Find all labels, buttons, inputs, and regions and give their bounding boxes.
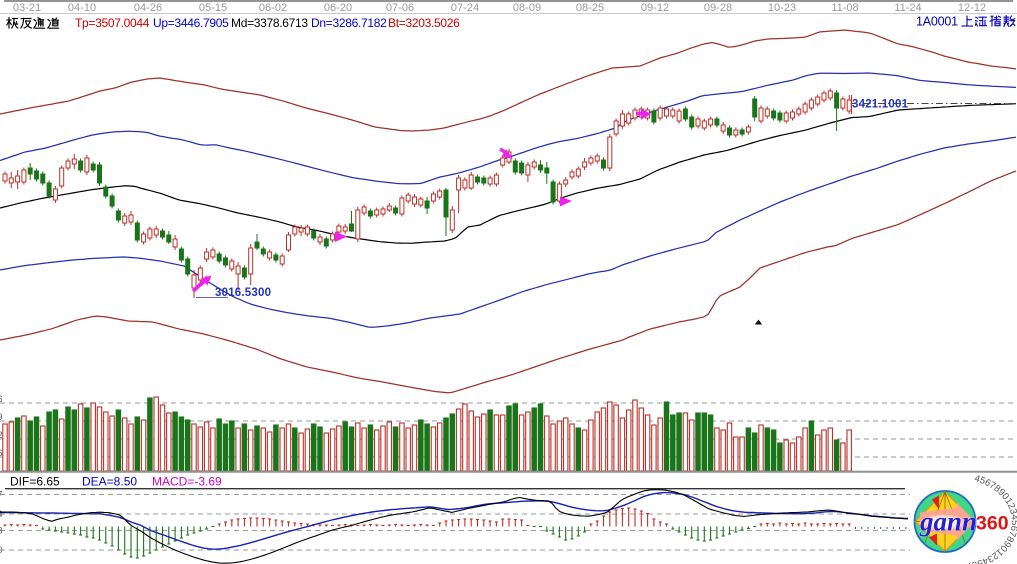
svg-text:07-06: 07-06 <box>386 2 414 14</box>
svg-text:08-09: 08-09 <box>513 2 541 14</box>
svg-text:04-10: 04-10 <box>68 2 96 14</box>
svg-text:1A0001: 1A0001 <box>916 15 958 29</box>
svg-text:Bt=3203.5026: Bt=3203.5026 <box>388 16 460 30</box>
svg-text:6: 6 <box>0 394 3 404</box>
svg-text:07-24: 07-24 <box>451 2 479 14</box>
svg-text:Tp=3507.0044: Tp=3507.0044 <box>75 16 150 30</box>
svg-text:12-12: 12-12 <box>958 2 986 14</box>
svg-text:2: 2 <box>0 430 3 440</box>
svg-text:11-08: 11-08 <box>831 2 858 14</box>
svg-text:MACD=-3.69: MACD=-3.69 <box>152 475 222 489</box>
svg-text:4: 4 <box>0 509 3 519</box>
svg-text:360: 360 <box>976 513 1009 535</box>
svg-text:3421.1001: 3421.1001 <box>852 99 909 111</box>
svg-text:04-26: 04-26 <box>134 2 162 14</box>
svg-text:DEA=8.50: DEA=8.50 <box>82 475 137 489</box>
svg-text:gann: gann <box>919 507 977 537</box>
svg-text:DIF=6.65: DIF=6.65 <box>10 475 60 489</box>
svg-text:Md=3378.6713: Md=3378.6713 <box>231 16 308 30</box>
svg-text:03-21: 03-21 <box>13 2 41 14</box>
svg-text:09-12: 09-12 <box>641 2 669 14</box>
svg-text:Dn=3286.7182: Dn=3286.7182 <box>311 16 387 30</box>
svg-text:Up=3446.7905: Up=3446.7905 <box>153 16 229 30</box>
svg-text:3: 3 <box>0 526 3 536</box>
svg-text:6: 6 <box>0 448 3 458</box>
svg-text:05-15: 05-15 <box>199 2 227 14</box>
svg-text:06-20: 06-20 <box>324 2 352 14</box>
svg-text:08-25: 08-25 <box>576 2 604 14</box>
svg-text:09-28: 09-28 <box>704 2 732 14</box>
svg-text:0: 0 <box>0 545 3 555</box>
svg-text:3016.5300: 3016.5300 <box>215 287 271 299</box>
svg-text:7: 7 <box>0 490 3 500</box>
svg-text:06-02: 06-02 <box>259 2 287 14</box>
svg-text:10-23: 10-23 <box>768 2 796 14</box>
svg-text:9: 9 <box>0 412 3 422</box>
svg-text:11-24: 11-24 <box>894 2 921 14</box>
